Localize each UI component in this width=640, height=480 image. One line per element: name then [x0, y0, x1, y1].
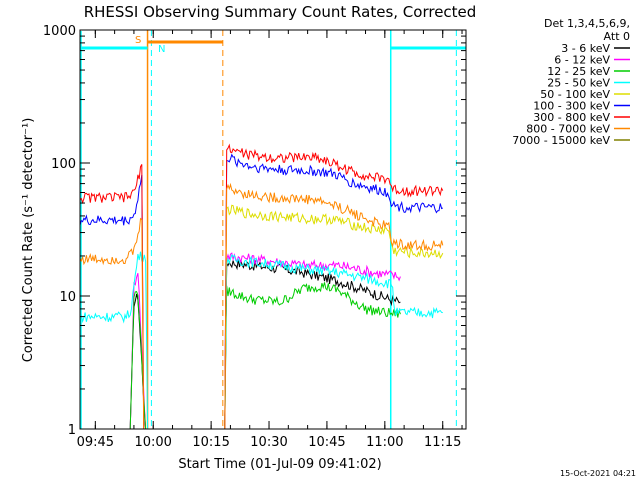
- annotation-group: S N: [135, 35, 165, 55]
- series-line-0: [80, 259, 401, 430]
- legend-header-att: Att 0: [604, 30, 630, 43]
- x-tick-label: 09:45: [77, 435, 114, 450]
- legend-label-8: 7000 - 15000 keV: [512, 134, 610, 147]
- tick-group: 09:45 10:00 10:15 10:30 10:45 11:00 11:15 1 10 10…: [43, 24, 466, 450]
- legend-label-5: 100 - 300 keV: [533, 100, 610, 113]
- y-tick-label: 1: [68, 423, 76, 438]
- series-line-1: [80, 252, 401, 430]
- chart-title: RHESSI Observing Summary Count Rates, Co…: [84, 3, 477, 21]
- legend-header: Det 1,3,4,5,6,9,: [544, 17, 630, 30]
- x-tick-label: 10:45: [308, 435, 345, 450]
- legend-label-6: 300 - 800 keV: [533, 111, 610, 124]
- y-tick-label: 100: [51, 157, 76, 172]
- x-tick-label: 11:15: [424, 435, 461, 450]
- footer-timestamp: 15-Oct-2021 04:21: [560, 469, 636, 478]
- sun-annotation: S: [135, 35, 141, 46]
- series-line-3: [79, 251, 443, 430]
- y-axis-label: Corrected Count Rate (s⁻¹ detector⁻¹): [21, 118, 36, 363]
- legend-label-2: 12 - 25 keV: [547, 65, 610, 78]
- series-line-6: [79, 143, 444, 430]
- series-line-7: [79, 182, 444, 430]
- legend-label-0: 3 - 6 keV: [561, 42, 610, 55]
- x-tick-label: 10:00: [134, 435, 171, 450]
- y-tick-label: 1000: [43, 24, 76, 39]
- state-bands: [80, 30, 466, 429]
- series-line-5: [79, 153, 444, 430]
- y-tick-label: 10: [59, 290, 76, 305]
- plot-frame: [79, 29, 467, 430]
- legend-label-4: 50 - 100 keV: [540, 88, 610, 101]
- legend-label-7: 800 - 7000 keV: [526, 123, 610, 136]
- legend-label-3: 25 - 50 keV: [547, 77, 610, 90]
- x-tick-label: 10:15: [192, 435, 229, 450]
- x-tick-label: 11:00: [366, 435, 403, 450]
- legend-label-1: 6 - 12 keV: [554, 54, 610, 67]
- series-line-4: [224, 204, 444, 430]
- series-group: [79, 143, 444, 430]
- night-annotation: N: [158, 44, 165, 55]
- series-line-2: [80, 282, 401, 430]
- x-tick-label: 10:30: [250, 435, 287, 450]
- x-axis-label: Start Time (01-Jul-09 09:41:02): [178, 457, 381, 472]
